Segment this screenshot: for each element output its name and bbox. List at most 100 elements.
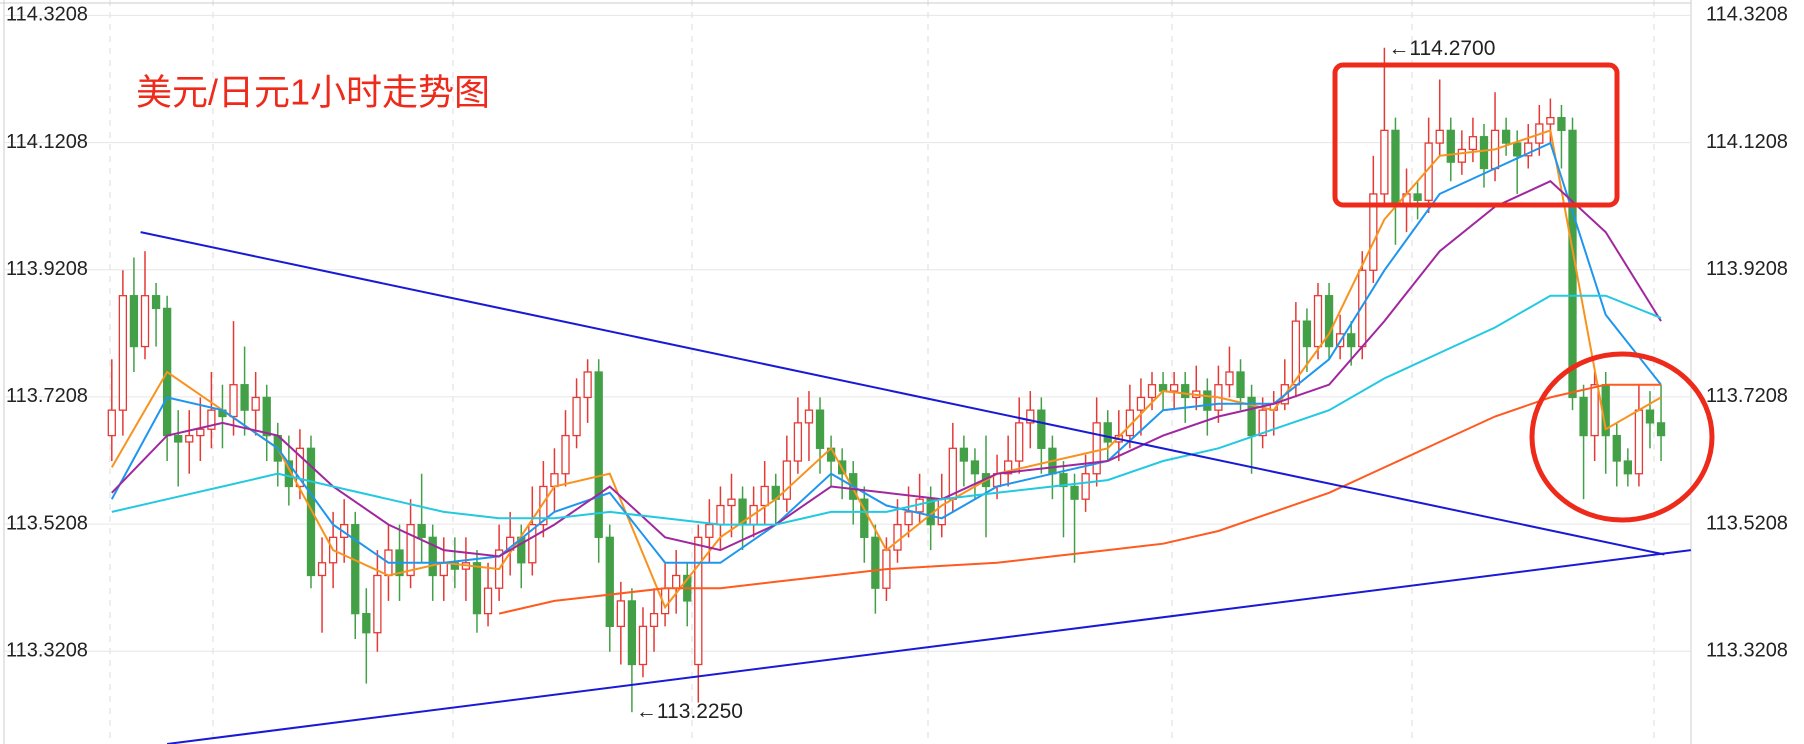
candle-body [1369, 193, 1378, 271]
highlight-circle [1529, 351, 1715, 523]
candle-body [196, 428, 205, 437]
candle-body [616, 600, 625, 628]
y-tick-label: 113.9208 [6, 258, 88, 280]
candle-body [428, 536, 437, 577]
y2-tick-label: 114.3208 [1706, 4, 1788, 26]
candle-body [1136, 396, 1146, 411]
candle-body [306, 447, 316, 577]
price-annotation: ←113.2250 [636, 700, 743, 723]
candle-body [1181, 384, 1190, 399]
candle-body [362, 612, 371, 634]
moving-average [498, 383, 1661, 615]
candle-body [572, 396, 581, 437]
candle-body [207, 409, 216, 430]
candle-body [1501, 129, 1511, 144]
candle-body [1468, 136, 1478, 151]
candle-body [871, 536, 880, 589]
candle-body [1380, 129, 1389, 195]
candle-body [1081, 473, 1090, 500]
trendline [166, 549, 1692, 744]
y2-tick-label: 114.1208 [1706, 131, 1788, 153]
candle-body [815, 409, 825, 449]
candle-body [539, 485, 548, 526]
candle-body [1302, 320, 1312, 348]
candle-body [649, 612, 659, 628]
candle-body [694, 536, 703, 666]
candle-body [1347, 333, 1356, 348]
candle-body [229, 384, 238, 418]
candle-body [262, 396, 271, 437]
y-tick-label: 114.3208 [6, 4, 88, 26]
candle-body [472, 562, 482, 615]
candle-body [528, 523, 537, 564]
candle-body [450, 562, 459, 570]
candle-body [782, 460, 791, 500]
candle-body [118, 295, 128, 411]
candle-body [716, 504, 725, 526]
highlight-box [1332, 62, 1620, 208]
candle-body [406, 523, 415, 577]
candle-body [959, 447, 969, 462]
chart-title: 美元/日元1小时走势图 [136, 72, 490, 113]
candle-body [948, 447, 957, 500]
candle-body [550, 473, 559, 488]
candle-body [804, 409, 814, 424]
candle-body [1147, 384, 1157, 399]
candle-body [594, 371, 603, 538]
candle-body [605, 536, 614, 628]
candle-body [1003, 460, 1013, 475]
candle-body [417, 523, 426, 538]
candle-body [1059, 473, 1068, 488]
candle-body [107, 409, 116, 437]
candle-body [793, 422, 803, 462]
candle-body [627, 600, 637, 666]
candle-body [1557, 116, 1566, 132]
candle-body [1623, 460, 1632, 475]
moving-average [111, 294, 1662, 526]
candle-body [1203, 390, 1212, 411]
candle-body [1546, 116, 1555, 125]
moving-average [111, 180, 1662, 558]
candle-body [1070, 485, 1079, 500]
y-tick-label: 113.7208 [6, 385, 88, 407]
candle-body [583, 371, 592, 399]
candle-body [1645, 409, 1655, 424]
candle-body [1236, 371, 1245, 399]
candle-body [140, 295, 150, 348]
candle-body [1479, 136, 1489, 170]
candle-body [1579, 396, 1588, 437]
candle-body [351, 523, 360, 615]
candle-body [151, 295, 161, 310]
candle-body [1413, 193, 1422, 201]
plot: 113.3208 113.3208 113.5208 113.5208 113.7208… [4, 4, 1788, 744]
candle-body [1435, 129, 1444, 144]
candle-body [1391, 129, 1400, 208]
candle-body [129, 295, 139, 348]
candle-body [1103, 422, 1112, 443]
candle-body [672, 574, 681, 589]
candle-body [1457, 148, 1467, 163]
candle-body [970, 460, 980, 475]
candle-body [1169, 384, 1179, 392]
candle-body [1225, 371, 1234, 386]
y2-tick-label: 113.9208 [1706, 258, 1788, 280]
candle-body [1037, 409, 1046, 449]
time-grid [109, 0, 1655, 744]
candle-body [904, 511, 913, 526]
candle-body [483, 587, 493, 615]
candle-body [295, 447, 305, 488]
candle-body [727, 498, 736, 507]
price-annotation: ←114.2700 [1388, 37, 1495, 60]
candle-body [705, 523, 714, 538]
candle-body [373, 574, 382, 634]
y2-tick-label: 113.3208 [1706, 640, 1788, 662]
candle-body [1524, 142, 1533, 157]
candle-body [1612, 434, 1621, 462]
candle-body [760, 485, 769, 507]
candle-body [439, 562, 448, 577]
candle-body [1015, 422, 1024, 462]
candle-body [561, 434, 570, 475]
